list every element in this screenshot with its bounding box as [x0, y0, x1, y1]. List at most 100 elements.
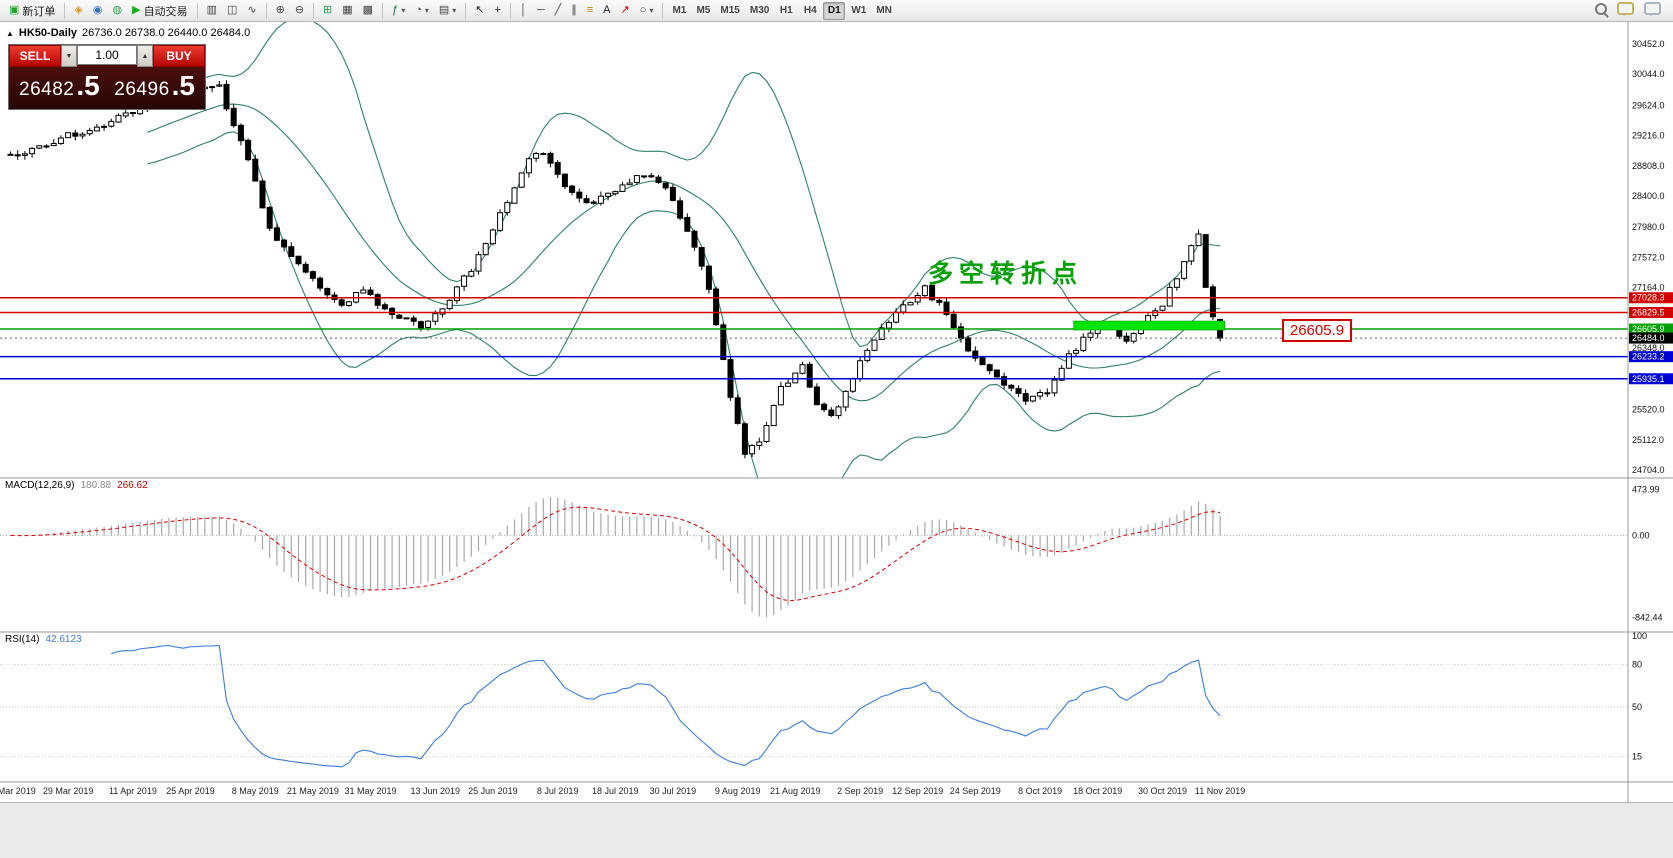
- line-chart-button[interactable]: ∿: [243, 2, 260, 20]
- tile-windows-icon: ⊞: [323, 4, 333, 16]
- svg-text:50: 50: [1632, 702, 1642, 712]
- autotrading-icon: ▶: [132, 4, 141, 16]
- fibonacci-button[interactable]: ≡: [583, 2, 597, 20]
- svg-text:11 Apr 2019: 11 Apr 2019: [109, 786, 157, 796]
- price-level-axis-label: [1629, 323, 1673, 335]
- svg-text:31 May 2019: 31 May 2019: [344, 786, 396, 796]
- autotrading-button[interactable]: ▶ 自动交易: [128, 2, 191, 20]
- svg-text:15: 15: [1632, 752, 1642, 762]
- cursor-button[interactable]: ↖: [471, 2, 488, 20]
- toolbar-separator: [265, 2, 267, 19]
- cascade-windows-button[interactable]: ▩: [359, 2, 377, 20]
- timeframe-h4-button[interactable]: H4: [799, 2, 821, 20]
- timeframe-m1-button[interactable]: M1: [668, 2, 690, 20]
- main-chart-plot: [0, 22, 1628, 478]
- svg-text:2 Sep 2019: 2 Sep 2019: [837, 786, 883, 796]
- templates-button[interactable]: ▤ ▾: [435, 2, 460, 20]
- sell-price-frac: .5: [76, 70, 100, 101]
- chart-title: HK50-Daily: [18, 27, 77, 39]
- chat-button-2[interactable]: [1644, 1, 1661, 20]
- candlestick-chart-button[interactable]: ◫: [223, 2, 241, 20]
- channel-button[interactable]: ∥: [567, 2, 581, 20]
- svg-text:18 Jul 2019: 18 Jul 2019: [592, 786, 639, 796]
- bar-chart-button[interactable]: ▥: [203, 2, 221, 20]
- text-button[interactable]: A: [599, 2, 614, 20]
- templates-icon: ▤: [438, 4, 450, 16]
- svg-text:26233.2: 26233.2: [1632, 352, 1665, 362]
- volume-input[interactable]: [77, 45, 137, 65]
- terminal-button[interactable]: ◍: [108, 2, 126, 20]
- svg-text:27164.0: 27164.0: [1632, 283, 1665, 293]
- svg-text:30 Jul 2019: 30 Jul 2019: [650, 786, 697, 796]
- one-click-panel-toggle[interactable]: ▲: [6, 28, 14, 38]
- svg-text:26829.5: 26829.5: [1632, 307, 1665, 317]
- sell-button[interactable]: SELL: [9, 45, 61, 67]
- svg-text:-842.44: -842.44: [1632, 613, 1663, 623]
- periods-button[interactable]: ◔ ▾: [411, 2, 433, 20]
- toolbar-separator: [465, 2, 467, 19]
- caret-down-icon: ▾: [401, 6, 406, 15]
- date-axis-labels: 19 Mar 2019 29 Mar 2019 11 Apr 2019 25 Apr …: [0, 786, 1245, 796]
- svg-text:100: 100: [1632, 631, 1647, 641]
- svg-text:8 May 2019: 8 May 2019: [232, 786, 279, 796]
- crosshair-icon: +: [494, 4, 501, 16]
- volume-up-button[interactable]: ▲: [137, 45, 153, 67]
- zoom-in-button[interactable]: ⊕: [272, 2, 289, 20]
- turning-point-annotation[interactable]: 多空转折点: [928, 260, 1084, 288]
- tile-windows-button[interactable]: ⊞: [319, 2, 336, 20]
- svg-text:29624.0: 29624.0: [1632, 100, 1665, 110]
- rsi-value: 42.6123: [45, 634, 82, 645]
- svg-text:9 Aug 2019: 9 Aug 2019: [715, 786, 761, 796]
- periods-icon: ◔: [415, 4, 422, 16]
- svg-text:25 Apr 2019: 25 Apr 2019: [166, 786, 215, 796]
- macd-signal-value: 266.62: [117, 480, 148, 491]
- price-callout-box[interactable]: 26605.9: [1282, 319, 1352, 342]
- search-button[interactable]: [1595, 2, 1607, 20]
- caret-down-icon: ▾: [452, 6, 457, 15]
- trendline-icon: ╱: [554, 4, 562, 16]
- new-order-button[interactable]: ▣ 新订单: [5, 2, 59, 20]
- svg-text:0.00: 0.00: [1632, 531, 1650, 541]
- zoom-out-button[interactable]: ⊖: [291, 2, 308, 20]
- price-level-axis-label: [1629, 351, 1673, 363]
- chat-button-1[interactable]: [1617, 1, 1634, 20]
- timeframe-m30-button[interactable]: M30: [746, 2, 773, 20]
- timeframe-w1-button[interactable]: W1: [847, 2, 870, 20]
- timeframe-d1-button[interactable]: D1: [823, 1, 846, 20]
- volume-down-button[interactable]: ▼: [61, 45, 77, 67]
- chart-header: ▲ HK50-Daily 26736.0 26738.0 26440.0 264…: [6, 27, 250, 39]
- crosshair-button[interactable]: +: [491, 2, 505, 20]
- svg-text:30044.0: 30044.0: [1632, 69, 1665, 79]
- macd-label: MACD(12,26,9) 180.88 266.62: [5, 480, 148, 491]
- svg-text:29 Mar 2019: 29 Mar 2019: [43, 786, 94, 796]
- toolbar-right: [1595, 1, 1669, 20]
- data-window-button[interactable]: ◈: [70, 2, 86, 20]
- buy-button[interactable]: BUY: [153, 45, 205, 67]
- timeframe-mn-button[interactable]: MN: [872, 2, 896, 20]
- shapes-button[interactable]: ○ ▾: [636, 2, 658, 20]
- toolbar-separator: [313, 2, 315, 19]
- vertical-line-button[interactable]: │: [516, 2, 531, 20]
- timeframe-h1-button[interactable]: H1: [775, 2, 797, 20]
- svg-text:8 Jul 2019: 8 Jul 2019: [537, 786, 579, 796]
- trendline-button[interactable]: ╱: [551, 2, 566, 20]
- timeframe-m5-button[interactable]: M5: [692, 2, 714, 20]
- chart-ohlc-values: 26736.0 26738.0 26440.0 26484.0: [82, 27, 251, 39]
- svg-text:18 Oct 2019: 18 Oct 2019: [1073, 786, 1122, 796]
- shapes-icon: ○: [639, 4, 647, 16]
- highlight-zone[interactable]: [1073, 320, 1226, 331]
- horizontal-line-button[interactable]: ─: [533, 2, 549, 20]
- arrange-windows-button[interactable]: ▦: [338, 2, 356, 20]
- macd-axis-labels: 473.99 0.00 -842.44: [1632, 484, 1663, 622]
- channel-icon: ∥: [571, 4, 577, 16]
- arrow-tools-button[interactable]: ↗: [617, 2, 634, 20]
- navigator-button[interactable]: ◉: [89, 2, 107, 20]
- navigator-icon: ◉: [92, 4, 103, 16]
- svg-text:21 Aug 2019: 21 Aug 2019: [770, 786, 821, 796]
- zoom-out-icon: ⊖: [294, 4, 305, 16]
- indicators-button[interactable]: ƒ ▾: [388, 2, 409, 20]
- sell-price-main: 26482: [19, 79, 75, 100]
- new-order-icon: ▣: [9, 4, 20, 16]
- timeframe-m15-button[interactable]: M15: [716, 2, 743, 20]
